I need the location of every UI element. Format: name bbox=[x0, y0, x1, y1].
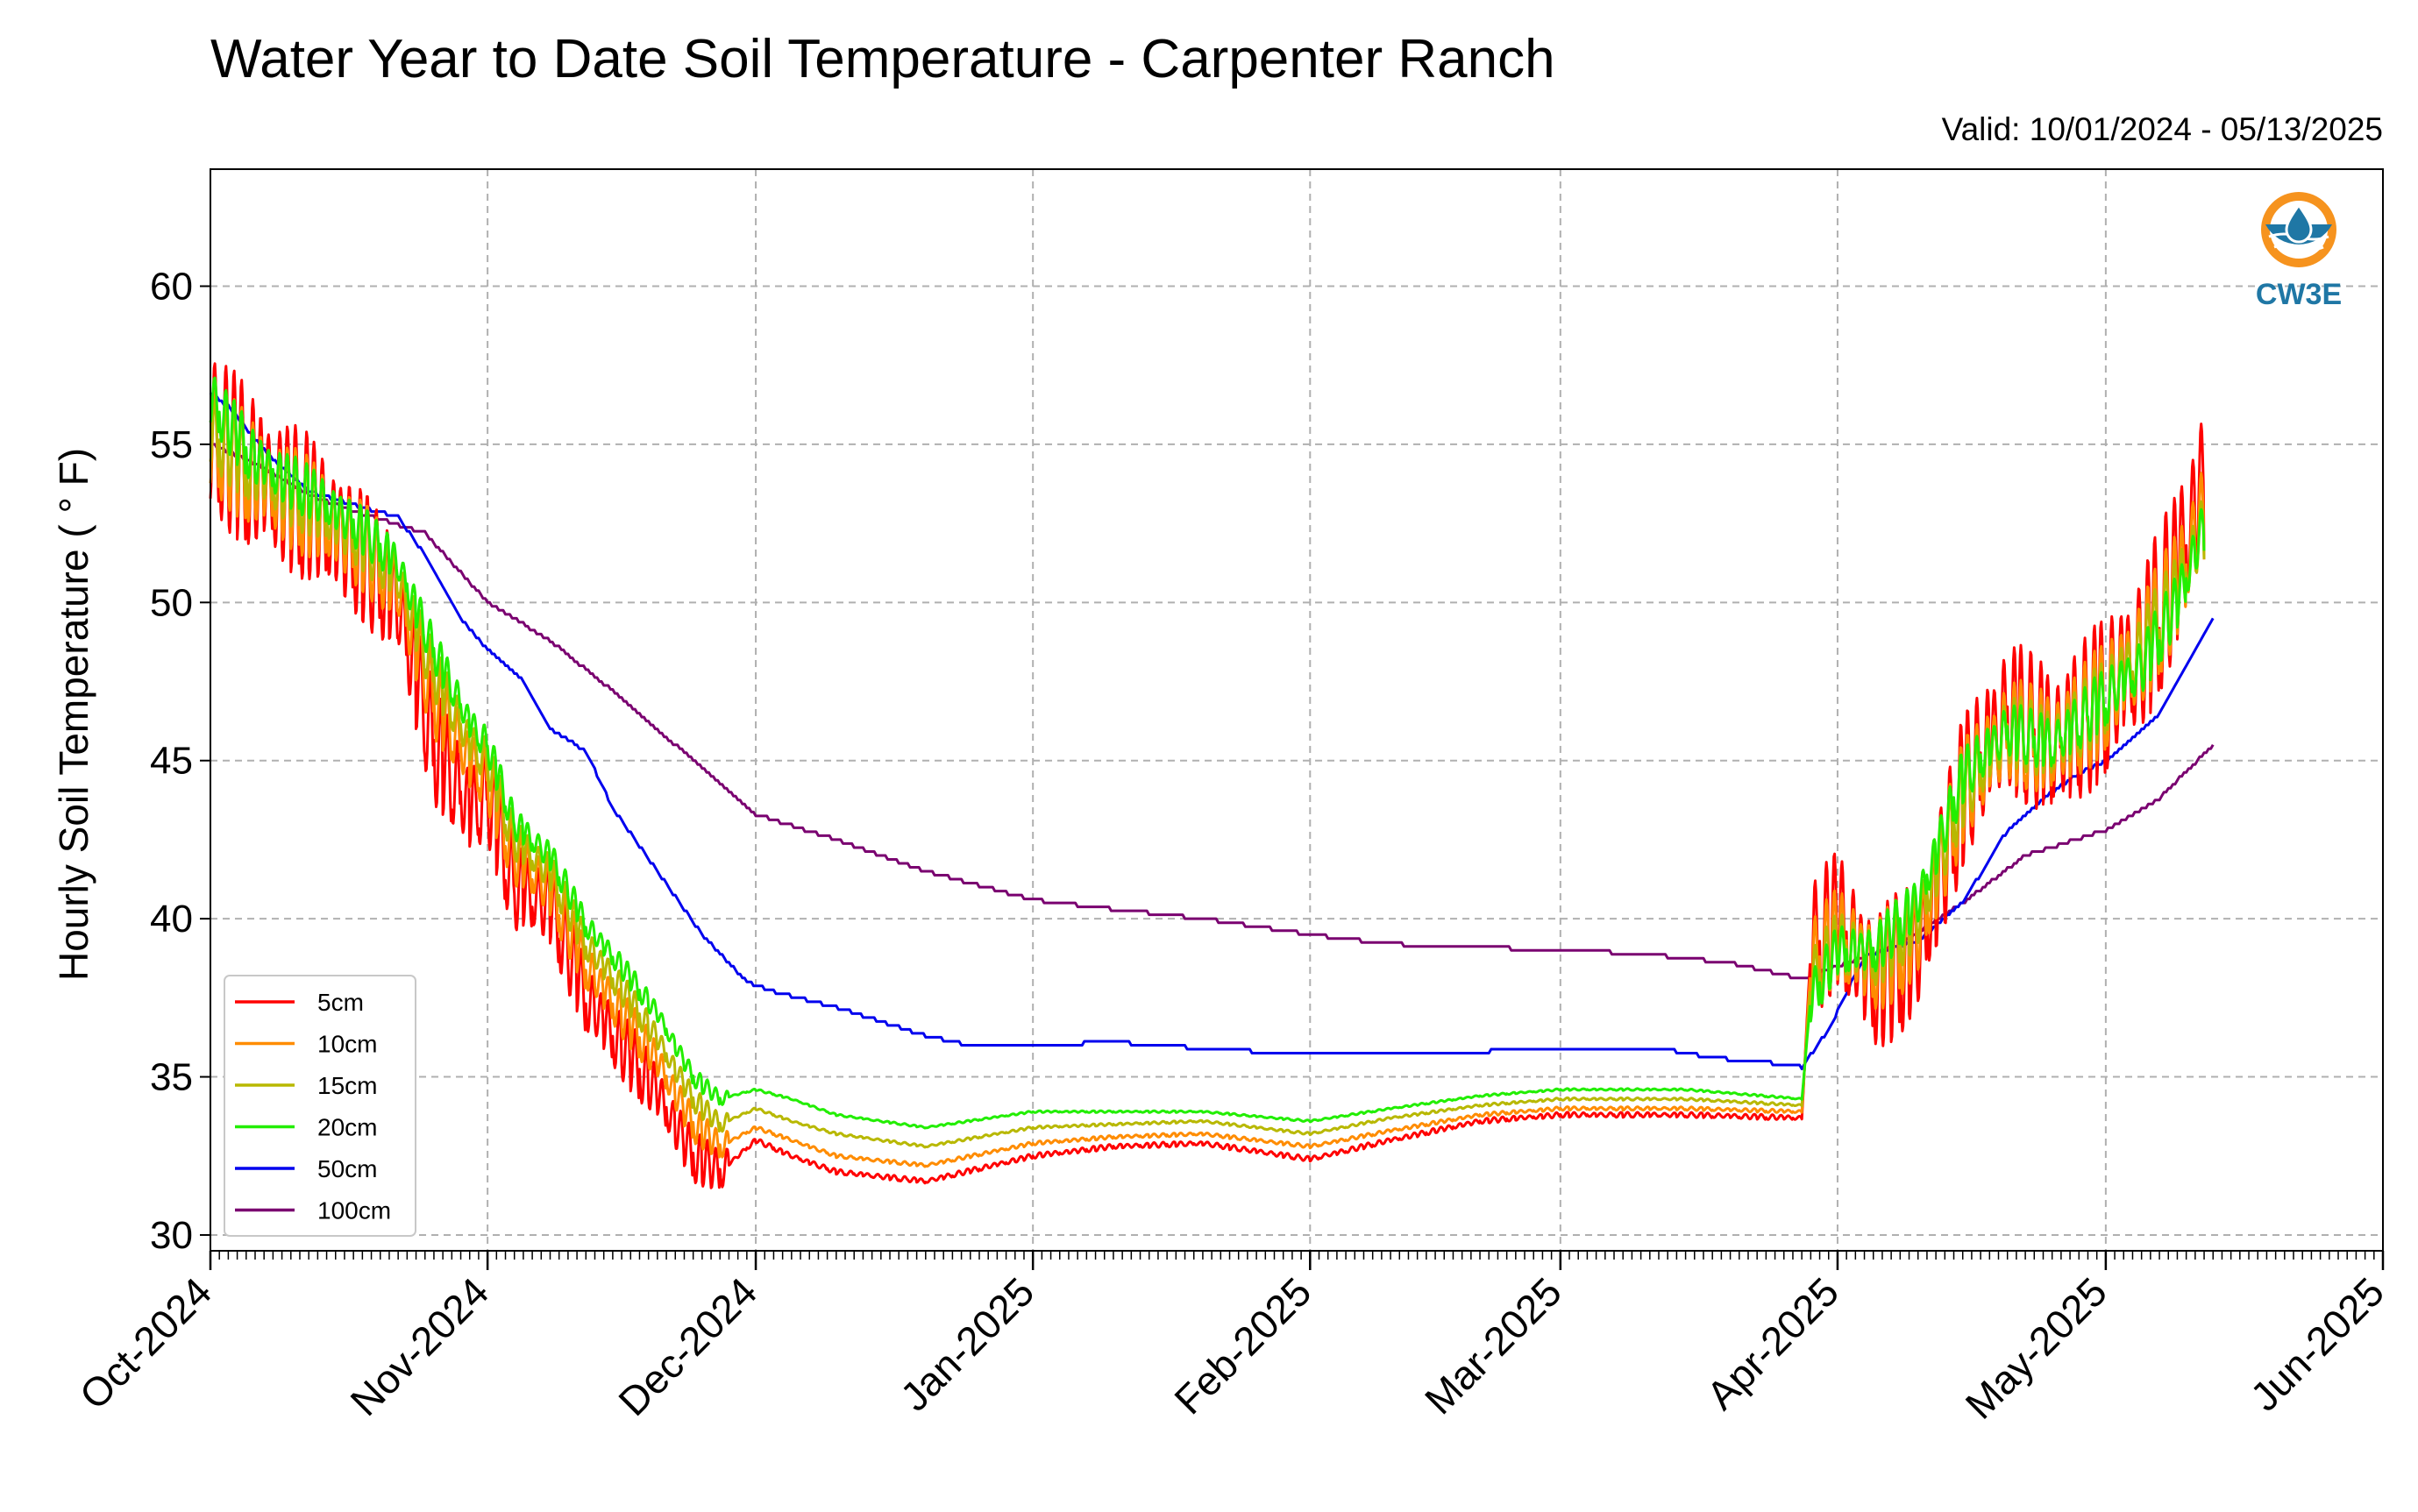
legend-box bbox=[224, 975, 416, 1237]
legend: 5cm 10cm 15cm 20cm 50cm 100cm bbox=[224, 975, 416, 1237]
y-tick-label-30: 30 bbox=[150, 1214, 193, 1257]
series-line-20cm bbox=[209, 376, 2206, 1130]
legend-label-100cm: 100cm bbox=[317, 1197, 391, 1225]
chart-subtitle: Valid: 10/01/2024 - 05/13/2025 bbox=[1942, 111, 2383, 147]
y-tick-label-35: 35 bbox=[150, 1056, 193, 1099]
y-tick-label-55: 55 bbox=[150, 423, 193, 466]
y-tick-label-45: 45 bbox=[150, 740, 193, 783]
legend-label-20cm: 20cm bbox=[317, 1114, 377, 1141]
legend-label-50cm: 50cm bbox=[317, 1155, 377, 1182]
y-tick-label-40: 40 bbox=[150, 898, 193, 941]
series-line-10cm bbox=[209, 389, 2206, 1168]
logo-text: CW3E bbox=[2256, 278, 2342, 311]
logo-wave-line-2 bbox=[2273, 243, 2324, 252]
legend-label-10cm: 10cm bbox=[317, 1031, 377, 1058]
legend-label-15cm: 15cm bbox=[317, 1072, 377, 1099]
y-tick-label-50: 50 bbox=[150, 581, 193, 624]
chart-title: Water Year to Date Soil Temperature - Ca… bbox=[210, 29, 1555, 89]
water-drop-icon bbox=[2285, 202, 2313, 244]
series-lines bbox=[209, 362, 2215, 1189]
series-line-15cm bbox=[209, 398, 2206, 1149]
series-line-5cm bbox=[209, 362, 2206, 1189]
y-axis-label: Hourly Soil Temperature ( ° F) bbox=[51, 448, 96, 981]
y-tick-label-60: 60 bbox=[150, 266, 193, 309]
legend-label-5cm: 5cm bbox=[317, 989, 364, 1016]
plot-frame bbox=[210, 168, 2384, 1252]
cw3e-logo: CW3E bbox=[2256, 192, 2342, 311]
